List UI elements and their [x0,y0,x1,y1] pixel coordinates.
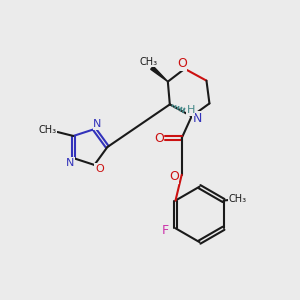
Text: O: O [169,170,179,183]
Polygon shape [151,66,168,82]
Text: O: O [154,132,164,145]
Text: N: N [66,158,75,168]
Text: O: O [95,164,104,174]
Text: H: H [186,105,195,116]
Text: N: N [193,112,202,125]
Text: F: F [162,224,169,237]
Text: CH₃: CH₃ [38,125,57,135]
Text: O: O [177,57,187,70]
Text: CH₃: CH₃ [228,194,247,203]
Text: CH₃: CH₃ [140,57,158,67]
Text: N: N [93,119,102,129]
